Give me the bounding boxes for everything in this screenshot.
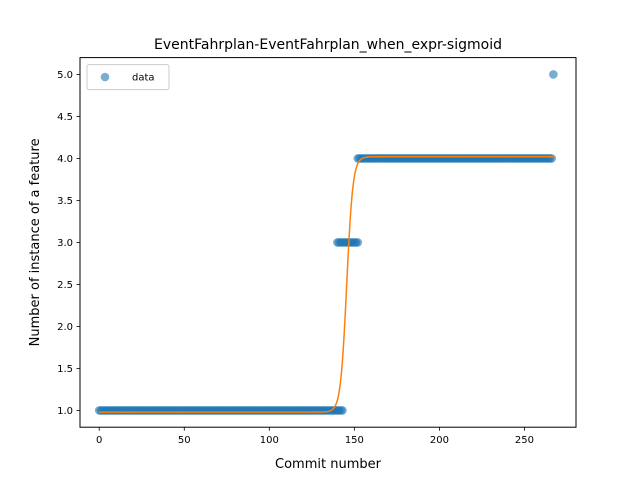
x-tick-label: 250 — [515, 435, 534, 446]
y-tick-label: 3.0 — [57, 238, 73, 249]
y-tick-label: 4.5 — [57, 112, 73, 123]
data-point — [547, 154, 556, 163]
data-point — [353, 238, 363, 247]
legend: data — [86, 64, 170, 91]
chart-title: EventFahrplan-EventFahrplan_when_expr-si… — [154, 37, 502, 53]
legend-box — [86, 64, 170, 91]
y-axis-title: Number of instance of a feature — [28, 138, 43, 346]
x-tick-label: 200 — [430, 435, 449, 446]
x-tick-label: 50 — [178, 435, 191, 446]
x-axis: 0 50 100 150 200 250 — [96, 427, 534, 446]
plot-area — [80, 57, 576, 428]
data-point — [338, 406, 347, 415]
y-tick-label: 4.0 — [57, 154, 73, 165]
y-tick-label: 2.0 — [57, 322, 73, 333]
x-tick-label: 0 — [96, 435, 102, 446]
legend-marker-data — [100, 72, 110, 82]
y-tick-label: 1.5 — [57, 364, 73, 375]
x-tick-label: 100 — [260, 435, 279, 446]
data-layer — [94, 70, 558, 415]
y-tick-label: 3.5 — [57, 196, 73, 207]
y-axis: 1.0 1.5 2.0 2.5 3.0 3.5 4.0 4.5 5.0 — [57, 70, 80, 417]
x-axis-title: Commit number — [275, 457, 382, 472]
sigmoid-fit-line — [99, 155, 554, 413]
y-tick-label: 5.0 — [57, 70, 73, 81]
data-point — [549, 70, 558, 79]
y-tick-label: 1.0 — [57, 406, 73, 417]
y-tick-label: 2.5 — [57, 280, 73, 291]
x-tick-label: 150 — [345, 435, 364, 446]
legend-label-data: data — [132, 73, 155, 84]
